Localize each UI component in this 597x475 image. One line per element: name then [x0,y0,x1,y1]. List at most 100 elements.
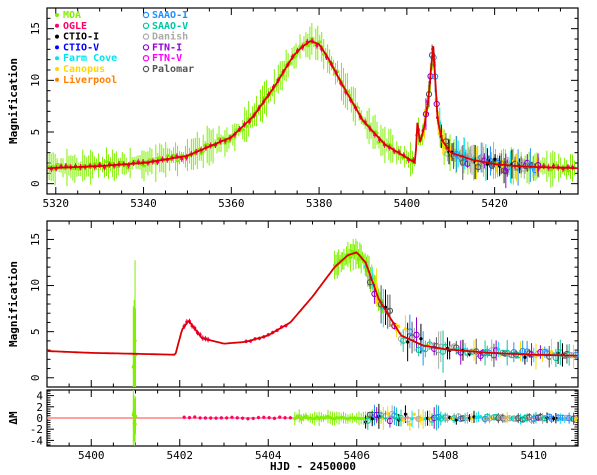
y-tick-label: 10 [29,74,42,87]
plot-frame [46,220,579,388]
data-point [246,417,250,421]
data-point [245,124,249,128]
data-point [198,416,202,420]
data-point [479,415,483,419]
y-tick-label: 0 [36,412,43,425]
legend-label: SAAO-I [152,10,188,21]
data-point [278,415,282,419]
data-point [348,256,353,260]
data-point [403,327,408,331]
data-point [493,157,497,161]
data-point [133,414,138,418]
x-tick-label: 5408 [432,449,459,462]
legend-marker [55,34,59,39]
data-point [315,415,319,419]
data-point [364,417,371,424]
legend-marker [55,77,59,82]
data-point [386,307,394,314]
data-point [299,417,304,421]
data-point [209,416,213,420]
data-point [205,142,209,147]
data-point [297,414,301,418]
data-point [318,40,322,44]
data-point [454,418,458,422]
legend-marker [55,45,59,50]
data-point [55,162,59,166]
data-point [401,418,405,422]
legend-label: Farm Cove [63,53,117,64]
y-tick-label: -2 [30,423,43,436]
data-point [256,415,261,420]
data-point [566,169,571,173]
data-point [370,417,374,421]
data-point [462,151,466,156]
legend-marker [142,22,150,29]
y-tick-label: 15 [29,22,42,35]
data-point [419,337,423,341]
legend-label: Palomar [152,64,194,75]
y-tick-label: 10 [29,279,42,292]
data-point [310,416,315,421]
data-point [230,415,234,419]
y-tick-label: 0 [29,374,42,381]
data-point [375,285,379,289]
y-axis-title: Magnification [7,58,20,144]
data-point [241,128,245,132]
y-axis-title: ΔM [7,411,20,425]
legend-marker [142,44,150,51]
data-point [361,416,365,420]
data-point [221,136,225,141]
data-point [104,160,109,164]
legend-marker [142,65,150,73]
data-point [406,340,410,344]
data-point [262,415,266,419]
x-tick-label: 5400 [78,449,105,462]
panel-middle: 0 5 10 15 Magnification [7,220,579,388]
y-tick-label: 15 [29,233,42,246]
data-point [574,417,578,421]
x-tick-label: 5400 [394,197,421,210]
y-tick-label: 5 [29,328,42,335]
data-point [267,416,271,420]
legend-marker [142,55,150,62]
x-tick-label: 5360 [218,197,245,210]
data-point [496,347,500,351]
data-point [304,414,308,418]
data-point [413,331,420,338]
data-point [182,415,186,419]
data-point [476,415,481,419]
y-tick-label: 4 [36,390,43,403]
legend-marker [142,11,150,19]
data-point [408,422,412,426]
x-tick-label: 5380 [306,197,333,210]
legend-marker [142,33,150,40]
data-point [283,416,287,420]
data-point [166,153,170,158]
data-point [180,157,184,161]
data-point [348,416,352,420]
data-point [403,412,408,416]
data-point [315,43,319,48]
data-point [193,415,197,419]
data-point [412,412,416,416]
model-curve [46,40,579,170]
data-point [214,416,218,420]
y-axis-title: Magnification [7,261,20,347]
x-tick-label: 5340 [130,197,157,210]
data-point [187,416,192,420]
legend-label: Canopus [63,64,105,75]
data-point [475,161,479,165]
data-point [203,416,208,420]
data-point [217,137,221,141]
data-point [356,257,361,261]
model-curve [46,251,578,357]
x-tick-label: 5420 [481,197,508,210]
data-point [317,417,321,421]
data-point [288,416,292,420]
data-point [272,416,277,420]
data-point [523,355,527,359]
legend-label: FTN-I [152,42,182,53]
data-point [175,159,180,163]
